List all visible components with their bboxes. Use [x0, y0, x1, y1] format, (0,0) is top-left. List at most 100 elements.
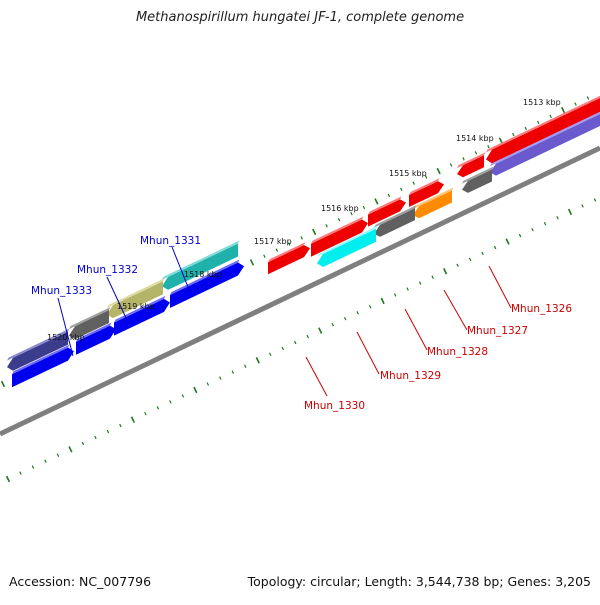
genome-backbone [0, 145, 600, 437]
gene-mhun-1330-block-bevel [268, 242, 306, 263]
kbp-label: 1514 kbp [456, 134, 494, 143]
scale-tick [300, 236, 303, 240]
gene-mhun-1332-block-bevel [107, 278, 165, 308]
kbp-label: 1520 kbp [47, 333, 85, 342]
scale-tick [81, 441, 85, 446]
scale-tick [0, 380, 6, 388]
scale-tick [468, 257, 472, 262]
scale-tick [356, 311, 359, 315]
scale-tick [436, 167, 441, 175]
gene-mhun-1327-block [413, 190, 452, 219]
scale-tick [406, 287, 409, 291]
scale-tick [343, 317, 347, 321]
scale-tick [5, 475, 11, 483]
scale-tick [193, 386, 198, 394]
accession-text: Accession: NC_007796 [9, 574, 152, 589]
scale-tick [581, 204, 584, 208]
scale-tick [574, 102, 577, 106]
scale-tick [424, 175, 428, 179]
topology-text: Topology: circular; Length: 3,544,738 bp… [247, 574, 591, 589]
gene-label-mhun-1329: Mhun_1329 [380, 370, 441, 382]
kbp-label: 1515 kbp [389, 169, 427, 178]
scale-tick [556, 216, 559, 220]
scale-tick [306, 334, 309, 339]
leader-mhun-1326 [488, 265, 512, 309]
gene-gray-block-a [462, 169, 492, 193]
scale-tick [456, 263, 459, 268]
scale-tick [181, 394, 185, 398]
scale-tick [412, 181, 415, 185]
gene-mhun-1331-block [162, 243, 238, 290]
scale-tick [318, 327, 323, 334]
scale-tick [481, 251, 484, 256]
gene-label-mhun-1328: Mhun_1328 [427, 346, 488, 358]
scale-tick [312, 228, 317, 236]
scale-tick [380, 297, 385, 305]
gene-mhun-1326-block-bevel [486, 95, 600, 153]
scale-tick [130, 416, 135, 423]
gene-blue-block-d-bevel [12, 344, 70, 375]
leader-mhun-1331 [171, 246, 191, 293]
kbp-label: 1516 kbp [321, 204, 359, 213]
gene-mhun-1328-block-bevel [374, 205, 417, 228]
gene-mhun-1327-block-bevel [413, 187, 454, 210]
scale-tick [68, 446, 73, 453]
scale-tick [531, 227, 534, 232]
scale-tick [524, 126, 527, 131]
scale-tick [350, 211, 353, 216]
gene-red-block-b [409, 181, 444, 208]
gene-blue-block-c [76, 325, 116, 355]
gene-gray-block-a-bevel [462, 166, 494, 184]
scale-tick [431, 275, 434, 279]
scale-tick [169, 400, 172, 404]
scale-tick [518, 233, 522, 238]
gene-blue-block-c-bevel [76, 322, 112, 342]
scale-tick [487, 144, 490, 149]
gene-slate-block-bevel [490, 111, 600, 167]
scale-tick [249, 259, 255, 266]
leader-mhun-1329 [356, 331, 380, 375]
gene-red-block-a [457, 155, 484, 178]
scale-tick [498, 137, 503, 144]
map-title: Methanospirillum hungatei JF-1, complete… [135, 10, 465, 25]
scale-tick [393, 293, 397, 297]
scale-tick [493, 245, 497, 250]
scale-tick [44, 459, 47, 463]
leader-mhun-1330 [305, 356, 328, 397]
gene-slate-block [490, 114, 600, 176]
leader-mhun-1332 [106, 276, 128, 321]
gene-red-block-c [368, 199, 406, 227]
scale-tick [255, 357, 260, 364]
gene-red-block-d-bevel [311, 216, 364, 244]
gene-red-block-d [311, 219, 368, 257]
scale-tick [231, 370, 235, 374]
scale-tick [281, 346, 284, 351]
scale-tick [263, 254, 266, 258]
gene-mhun-1330-block [268, 245, 310, 275]
gene-features [7, 95, 600, 388]
gene-label-mhun-1330: Mhun_1330 [304, 400, 365, 412]
gene-gray-block-b-bevel [69, 307, 111, 330]
scale-tick [19, 471, 22, 475]
gene-label-mhun-1332: Mhun_1332 [77, 264, 138, 276]
scale-tick [119, 423, 122, 428]
scale-tick [418, 281, 422, 285]
scale-tick [56, 453, 60, 457]
gene-red-block-b-bevel [409, 178, 440, 196]
gene-red-block-c-bevel [368, 196, 402, 215]
kbp-labels: 1513 kbp 1514 kbp 1515 kbp 1516 kbp 1517… [47, 98, 561, 342]
scale-tick [543, 222, 547, 226]
gene-label-mhun-1326: Mhun_1326 [511, 303, 572, 315]
gene-mhun-1333-block [7, 331, 68, 371]
gene-labels: Mhun_1331 Mhun_1332 Mhun_1333 Mhun_1326 … [31, 235, 572, 412]
gene-mhun-1329-block [317, 228, 376, 268]
scale-tick [362, 205, 366, 210]
scale-tick [567, 208, 573, 216]
scale-tick [144, 411, 147, 416]
scale-tick [368, 305, 372, 309]
gene-label-mhun-1333: Mhun_1333 [31, 285, 92, 297]
scale-tick [94, 435, 97, 440]
kbp-label: 1517 kbp [254, 237, 292, 246]
kbp-label: 1519 kbp [117, 302, 155, 311]
